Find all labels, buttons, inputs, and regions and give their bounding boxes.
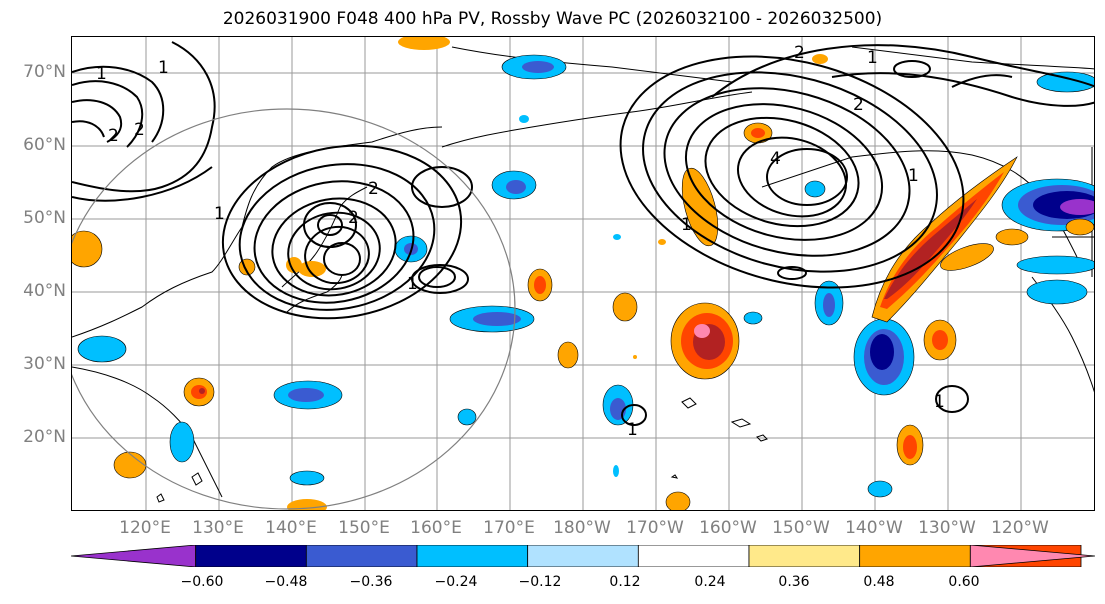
colorbar-segment xyxy=(527,545,639,567)
lon-label-180w: 180°W xyxy=(553,518,611,538)
colorbar-tick-label: −0.24 xyxy=(434,574,478,590)
contour-label: 2 xyxy=(348,208,359,228)
lon-label-170e: 170°E xyxy=(483,518,535,538)
lon-label-150w: 150°W xyxy=(772,518,830,538)
contour-label: 2 xyxy=(108,126,119,146)
contour-label: 4 xyxy=(770,149,781,169)
colorbar-tick-label: −0.36 xyxy=(349,574,393,590)
lat-label-70n: 70°N xyxy=(23,62,66,82)
colorbar-tick-label: 0.60 xyxy=(948,574,980,590)
reference-circle xyxy=(72,108,516,510)
plot-title: 2026031900 F048 400 hPa PV, Rossby Wave … xyxy=(222,9,883,29)
contour-label: 1 xyxy=(158,58,169,78)
colorbar-segment xyxy=(748,545,861,567)
contour-label: 2 xyxy=(368,179,379,199)
lat-label-50n: 50°N xyxy=(23,208,66,228)
colorbar-tick-label: −0.60 xyxy=(180,574,224,590)
map-canvas: 1 1 2 2 2 2 1 2 4 1 2 1 1 1 1 1 xyxy=(72,37,1094,510)
lon-label-140e: 140°E xyxy=(265,518,317,538)
lat-label-40n: 40°N xyxy=(23,281,66,301)
contour-label-group: 1 1 2 2 2 2 1 2 4 1 2 1 1 1 1 1 xyxy=(96,43,945,440)
lon-label-120w: 120°W xyxy=(991,518,1049,538)
colorbar-tick-label: 0.36 xyxy=(778,574,810,590)
colorbar-canvas xyxy=(71,545,1095,567)
contour-label: 1 xyxy=(627,420,638,440)
contour-label: 1 xyxy=(908,166,919,186)
colorbar-segment xyxy=(416,545,529,567)
contour-label: 2 xyxy=(134,120,145,140)
contour-label: 2 xyxy=(794,43,805,63)
map-panel: 1 1 2 2 2 2 1 2 4 1 2 1 1 1 1 1 xyxy=(71,36,1095,511)
colorbar-segment xyxy=(637,545,750,567)
lat-label-60n: 60°N xyxy=(23,135,66,155)
gridlines xyxy=(72,37,1094,510)
lon-label-130e: 130°E xyxy=(192,518,244,538)
colorbar-tick-label: −0.12 xyxy=(518,574,562,590)
lon-label-130w: 130°W xyxy=(918,518,976,538)
colorbar-segment xyxy=(859,545,971,567)
colorbar-segment xyxy=(969,545,1095,567)
contour-label: 1 xyxy=(681,215,692,235)
contour-label: 1 xyxy=(934,392,945,412)
lon-label-160w: 160°W xyxy=(699,518,757,538)
colorbar xyxy=(71,545,1095,567)
islands xyxy=(156,397,768,503)
lon-label-150e: 150°E xyxy=(338,518,390,538)
lon-label-140w: 140°W xyxy=(845,518,903,538)
colorbar-tick-label: −0.48 xyxy=(264,574,308,590)
contour-label: 1 xyxy=(214,204,225,224)
lat-label-20n: 20°N xyxy=(23,427,66,447)
lon-label-120e: 120°E xyxy=(119,518,171,538)
colorbar-segment xyxy=(195,545,307,567)
colorbar-tick-label: 0.48 xyxy=(863,574,895,590)
lat-label-30n: 30°N xyxy=(23,354,66,374)
colorbar-segment xyxy=(305,545,418,567)
colorbar-segment xyxy=(71,545,197,567)
pc-contours xyxy=(72,41,1094,426)
contour-label: 2 xyxy=(853,95,864,115)
contour-label: 1 xyxy=(407,274,418,294)
contour-label: 1 xyxy=(96,64,107,84)
contour-label: 1 xyxy=(867,48,878,68)
colorbar-tick-label: 0.12 xyxy=(609,574,641,590)
lon-label-170w: 170°W xyxy=(626,518,684,538)
lon-label-160e: 160°E xyxy=(410,518,462,538)
colorbar-tick-label: 0.24 xyxy=(694,574,726,590)
